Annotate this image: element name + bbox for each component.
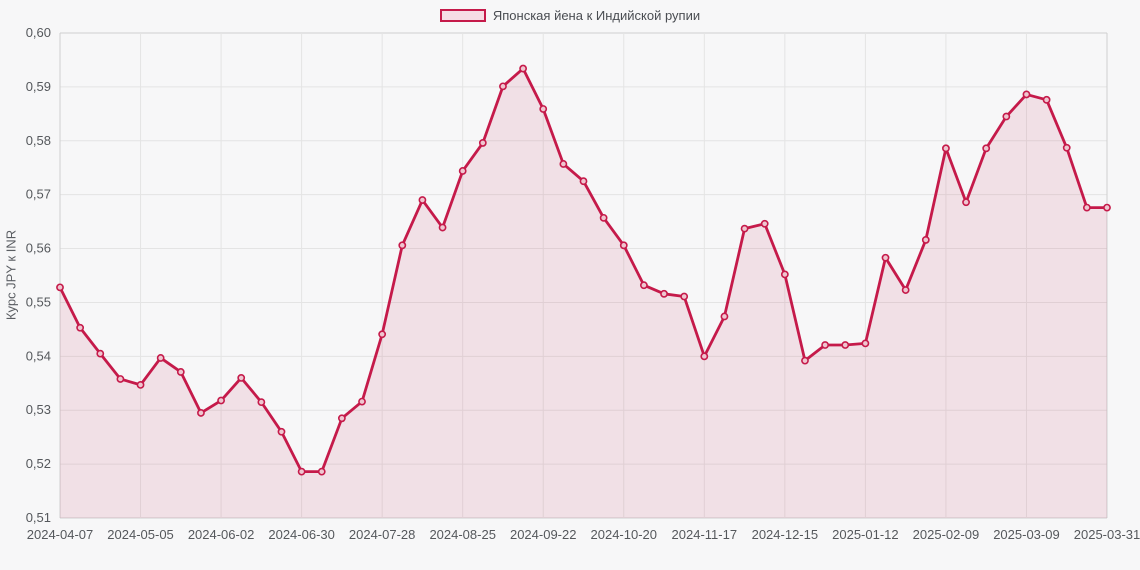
data-point-marker[interactable] bbox=[700, 352, 709, 361]
x-tick-label: 2025-03-31 bbox=[1074, 527, 1140, 542]
data-point-marker[interactable] bbox=[861, 339, 870, 348]
data-point-marker[interactable] bbox=[640, 281, 648, 290]
data-point-marker[interactable] bbox=[982, 144, 991, 153]
data-point-marker[interactable] bbox=[197, 409, 205, 417]
data-point-marker[interactable] bbox=[418, 196, 427, 204]
x-tick-label: 2024-09-22 bbox=[510, 527, 577, 542]
y-axis-title: Курс JPY к INR bbox=[3, 229, 19, 321]
data-point-marker[interactable] bbox=[499, 82, 507, 91]
data-point-marker[interactable] bbox=[680, 292, 689, 301]
x-tick-label: 2024-06-30 bbox=[268, 527, 335, 542]
data-point-marker[interactable] bbox=[1022, 90, 1031, 99]
x-tick-label: 2025-03-09 bbox=[993, 527, 1060, 542]
y-tick-label: 0,51 bbox=[26, 510, 51, 525]
data-point-marker[interactable] bbox=[96, 349, 105, 358]
y-tick-label: 0,60 bbox=[26, 25, 51, 40]
data-point-marker[interactable] bbox=[358, 397, 366, 406]
data-point-marker[interactable] bbox=[398, 241, 407, 250]
data-point-marker[interactable] bbox=[136, 380, 145, 389]
data-point-marker[interactable] bbox=[378, 330, 387, 339]
data-point-marker[interactable] bbox=[1103, 203, 1111, 212]
data-point-marker[interactable] bbox=[1062, 143, 1071, 152]
data-point-marker[interactable] bbox=[458, 167, 467, 175]
data-point-marker[interactable] bbox=[539, 105, 548, 113]
data-point-marker[interactable] bbox=[942, 144, 950, 153]
data-point-marker[interactable] bbox=[962, 198, 970, 207]
data-point-marker[interactable] bbox=[438, 223, 447, 232]
area-fill bbox=[60, 68, 1107, 518]
y-tick-label: 0,52 bbox=[26, 456, 51, 471]
data-point-marker[interactable] bbox=[277, 427, 286, 436]
data-point-marker[interactable] bbox=[780, 270, 789, 279]
data-point-marker[interactable] bbox=[720, 312, 729, 321]
x-tick-label: 2024-10-20 bbox=[591, 527, 658, 542]
data-point-marker[interactable] bbox=[217, 396, 225, 405]
x-tick-label: 2025-02-09 bbox=[913, 527, 980, 542]
x-tick-label: 2024-12-15 bbox=[752, 527, 819, 542]
data-point-marker[interactable] bbox=[579, 177, 588, 186]
x-tick-label: 2024-06-02 bbox=[188, 527, 255, 542]
data-point-marker[interactable] bbox=[519, 64, 527, 73]
data-point-marker[interactable] bbox=[237, 373, 246, 382]
data-point-marker[interactable] bbox=[116, 375, 125, 383]
data-point-marker[interactable] bbox=[478, 139, 487, 147]
y-tick-label: 0,57 bbox=[26, 187, 51, 202]
data-point-marker[interactable] bbox=[1042, 95, 1051, 104]
y-tick-label: 0,55 bbox=[26, 294, 51, 309]
data-point-marker[interactable] bbox=[921, 236, 930, 244]
data-point-marker[interactable] bbox=[337, 414, 346, 423]
data-point-marker[interactable] bbox=[559, 160, 568, 168]
data-point-marker[interactable] bbox=[619, 241, 628, 250]
data-point-marker[interactable] bbox=[660, 289, 668, 298]
x-tick-label: 2024-07-28 bbox=[349, 527, 416, 542]
x-tick-label: 2024-11-17 bbox=[672, 527, 738, 542]
data-point-marker[interactable] bbox=[740, 224, 749, 233]
data-point-marker[interactable] bbox=[257, 398, 266, 407]
x-tick-label: 2025-01-12 bbox=[832, 527, 899, 542]
data-point-marker[interactable] bbox=[1082, 203, 1091, 212]
data-point-marker[interactable] bbox=[156, 354, 165, 362]
legend-swatch bbox=[439, 9, 486, 22]
data-point-marker[interactable] bbox=[901, 286, 910, 294]
legend-label: Японская йена к Индийской рупии bbox=[492, 8, 701, 23]
data-point-marker[interactable] bbox=[56, 283, 64, 292]
data-point-marker[interactable] bbox=[76, 323, 85, 332]
y-tick-label: 0,56 bbox=[26, 241, 51, 256]
x-tick-label: 2024-04-07 bbox=[27, 527, 94, 542]
x-tick-label: 2024-05-05 bbox=[107, 527, 174, 542]
data-point-marker[interactable] bbox=[841, 341, 850, 349]
x-tick-label: 2024-08-25 bbox=[429, 527, 496, 542]
data-point-marker[interactable] bbox=[881, 253, 890, 262]
data-point-marker[interactable] bbox=[760, 219, 769, 228]
data-point-marker[interactable] bbox=[801, 356, 809, 365]
data-point-marker[interactable] bbox=[317, 467, 326, 476]
data-point-marker[interactable] bbox=[176, 368, 185, 376]
data-point-marker[interactable] bbox=[1002, 112, 1011, 121]
y-tick-label: 0,54 bbox=[26, 348, 51, 363]
data-point-marker[interactable] bbox=[599, 213, 608, 222]
data-point-marker[interactable] bbox=[821, 341, 830, 349]
y-tick-label: 0,58 bbox=[26, 133, 51, 148]
y-tick-label: 0,53 bbox=[26, 402, 51, 417]
y-tick-label: 0,59 bbox=[26, 79, 51, 94]
data-point-marker[interactable] bbox=[297, 467, 306, 476]
chart-legend[interactable]: Японская йена к Индийской рупии bbox=[0, 8, 1140, 23]
